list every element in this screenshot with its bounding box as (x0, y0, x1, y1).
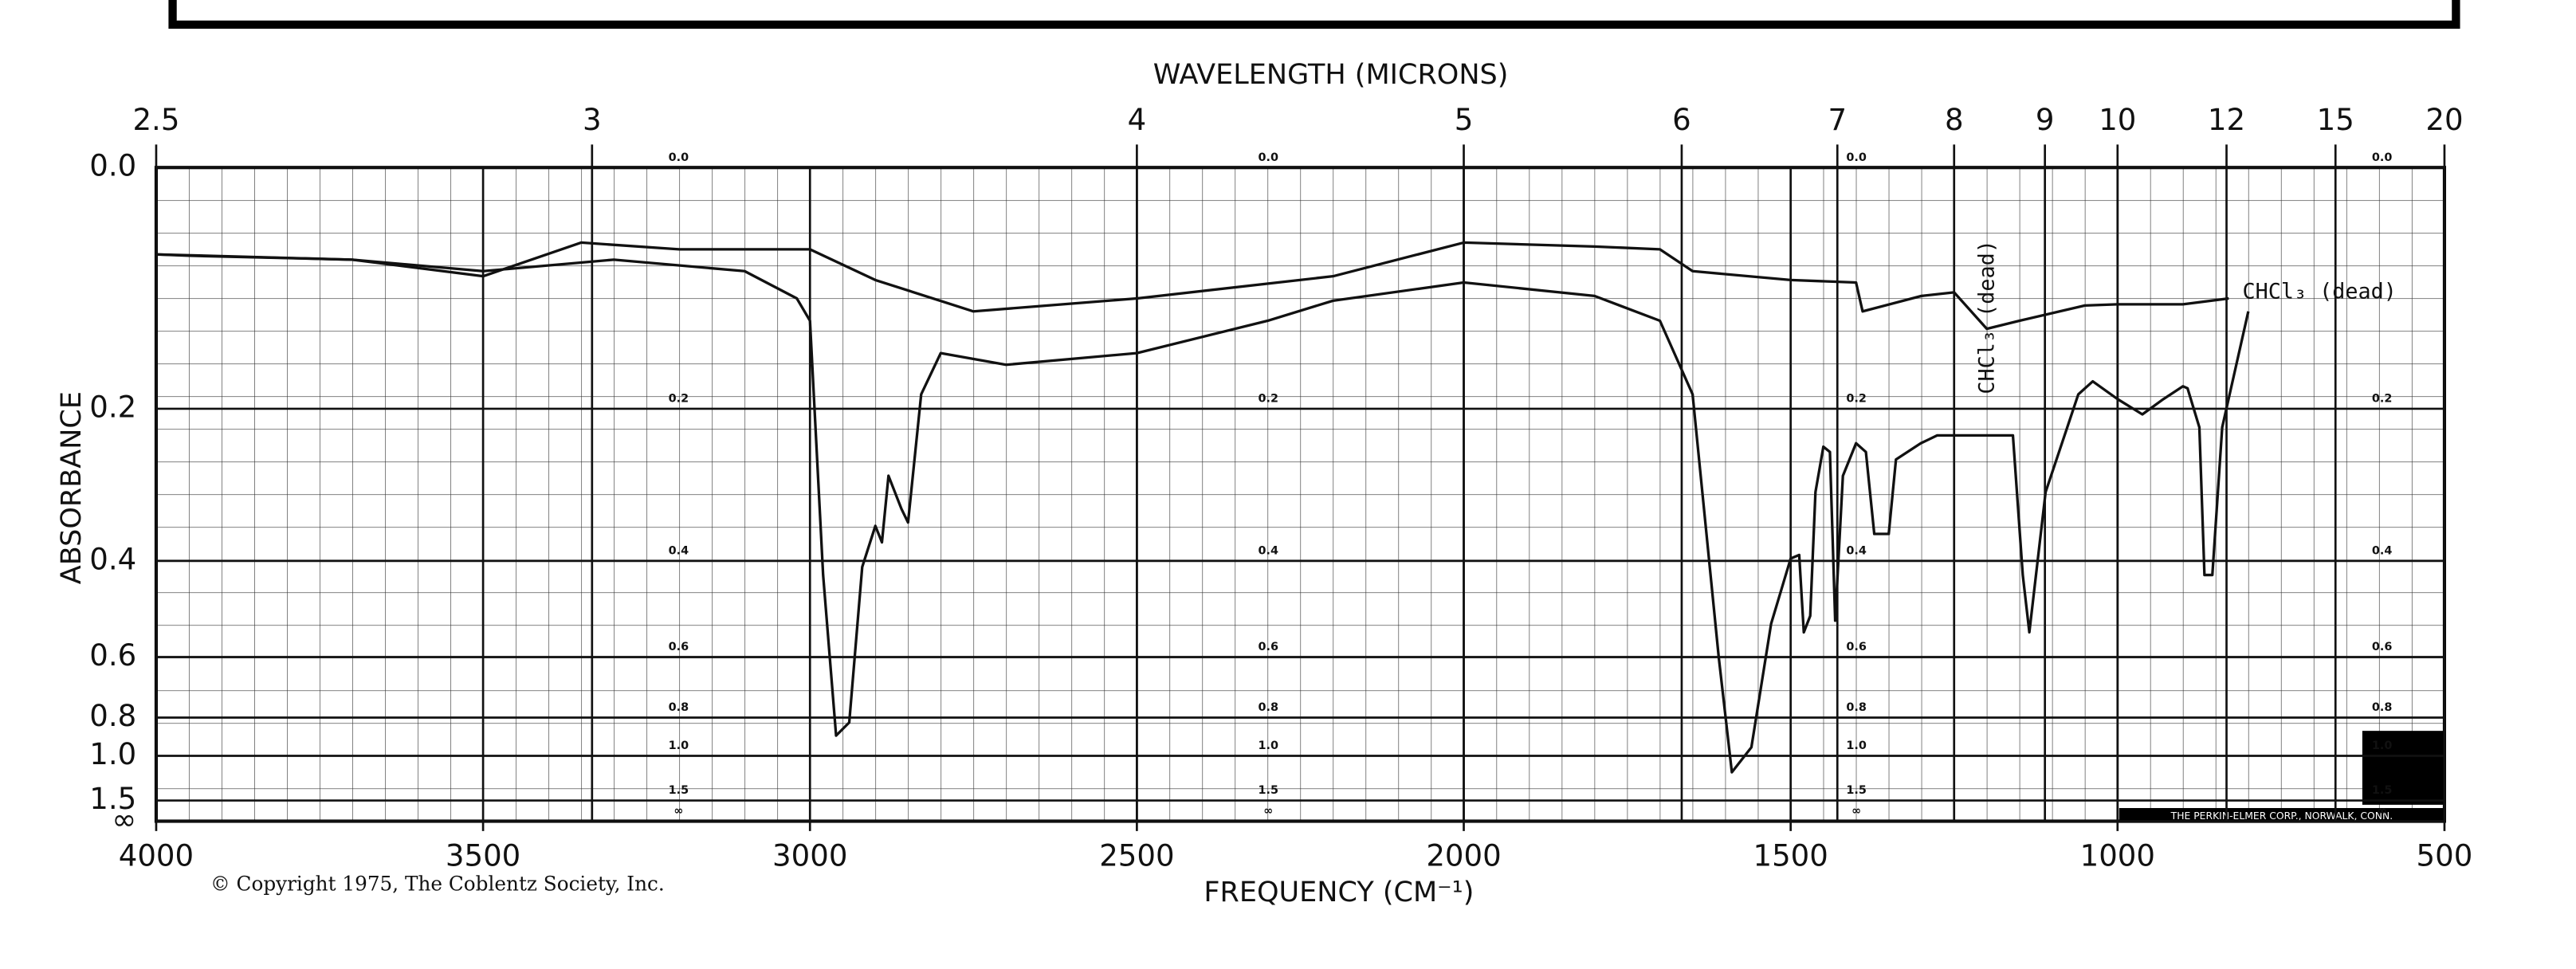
inner-scale-label: 1.0 (1259, 740, 1279, 752)
y-tick-label: 1.0 (89, 737, 136, 771)
inner-scale-label: ∞ (2378, 805, 2387, 818)
inner-scale-label: 0.8 (1846, 701, 1867, 714)
x2-tick-label: 2.5 (132, 103, 179, 137)
x2-tick-label: 12 (2208, 103, 2245, 137)
x-tick-label: 3500 (446, 838, 520, 873)
inner-scale-label: 0.8 (1259, 701, 1279, 714)
y-tick-label: 1.5 (89, 782, 136, 816)
y-tick-label: 0.2 (89, 390, 136, 424)
x-tick-label: 500 (2417, 838, 2473, 873)
minor-grid (155, 167, 2444, 822)
y-tick-label: 0.6 (89, 638, 136, 673)
x-tick-label: 2000 (1426, 838, 1501, 873)
spectrum-line (155, 253, 2250, 774)
inner-scale-label: ∞ (1852, 805, 1861, 818)
inner-scale-label: 0.0 (1259, 151, 1279, 164)
x-axis-label: FREQUENCY (CM⁻¹) (1204, 876, 1474, 908)
x2-tick-label: 15 (2317, 103, 2354, 137)
spectrum-line (155, 241, 2229, 331)
y-tick-label: ∞ (112, 802, 136, 837)
inner-scale-label: 0.6 (1259, 641, 1279, 653)
x-tick-label: 2500 (1099, 838, 1174, 873)
black-box (2362, 731, 2444, 805)
x2-tick-label: 9 (2036, 103, 2055, 137)
inner-scale-label: ∞ (1263, 805, 1273, 818)
inner-scale-label: 0.2 (669, 393, 689, 406)
inner-scale-label: 0.4 (2372, 545, 2393, 558)
inner-scale-label: 0.4 (1846, 545, 1867, 558)
y-axis-label: ABSORBANCE (55, 391, 88, 584)
maker-strip (2119, 808, 2444, 823)
x-tick-label: 3000 (772, 838, 847, 873)
annotation: CHCl₃ (dead) (1974, 240, 1999, 394)
inner-scale-label: 0.2 (1846, 393, 1867, 406)
x2-tick-label: 6 (1672, 103, 1691, 137)
inner-scale-label: ∞ (673, 805, 683, 818)
inner-scale-label: 0.2 (2372, 393, 2393, 406)
inner-scale-label: 0.8 (669, 701, 689, 714)
y-tick-label: 0.4 (89, 542, 136, 576)
x2-tick-label: 10 (2099, 103, 2136, 137)
inner-scale-label: 0.8 (2372, 701, 2393, 714)
inner-scale-label: 0.0 (669, 151, 689, 164)
x-tick-label: 1500 (1753, 838, 1828, 873)
y-tick-label: 0.8 (89, 699, 136, 733)
inner-scale-label: 0.4 (1259, 545, 1279, 558)
frame-bar (168, 0, 2460, 29)
inner-scale-label: 1.5 (1259, 784, 1279, 797)
inner-scale-label: 1.0 (669, 740, 689, 752)
x-tick-label: 4000 (119, 838, 194, 873)
inner-scale-label: 1.5 (2372, 784, 2393, 797)
inner-scale-label: 1.5 (669, 784, 689, 797)
x2-axis-label: WAVELENGTH (MICRONS) (1153, 58, 1509, 91)
x2-tick-label: 4 (1128, 103, 1147, 137)
x2-tick-label: 5 (1455, 103, 1474, 137)
inner-scale-label: 0.0 (1846, 151, 1867, 164)
x-tick-label: 1000 (2080, 838, 2155, 873)
inner-scale-label: 0.4 (669, 545, 689, 558)
maker-text: THE PERKIN-ELMER CORP., NORWALK, CONN. (2170, 810, 2393, 822)
inner-scale-label: 0.2 (1259, 393, 1279, 406)
y-tick-label: 0.0 (89, 149, 136, 183)
copyright: © Copyright 1975, The Coblentz Society, … (210, 872, 665, 895)
inner-scale-label: 0.6 (2372, 641, 2393, 653)
inner-scale-label: 0.0 (2372, 151, 2393, 164)
inner-scale-label: 1.5 (1846, 784, 1867, 797)
x2-tick-label: 20 (2425, 103, 2463, 137)
inner-scale-label: 0.6 (1846, 641, 1867, 653)
inner-scale-label: 1.0 (2372, 740, 2393, 752)
x2-tick-label: 8 (1945, 103, 1964, 137)
x2-tick-label: 3 (583, 103, 602, 137)
inner-scale-label: 1.0 (1846, 740, 1867, 752)
x2-tick-label: 7 (1828, 103, 1847, 137)
annotation: CHCl₃ (dead) (2242, 279, 2396, 304)
inner-scale-label: 0.6 (669, 641, 689, 653)
